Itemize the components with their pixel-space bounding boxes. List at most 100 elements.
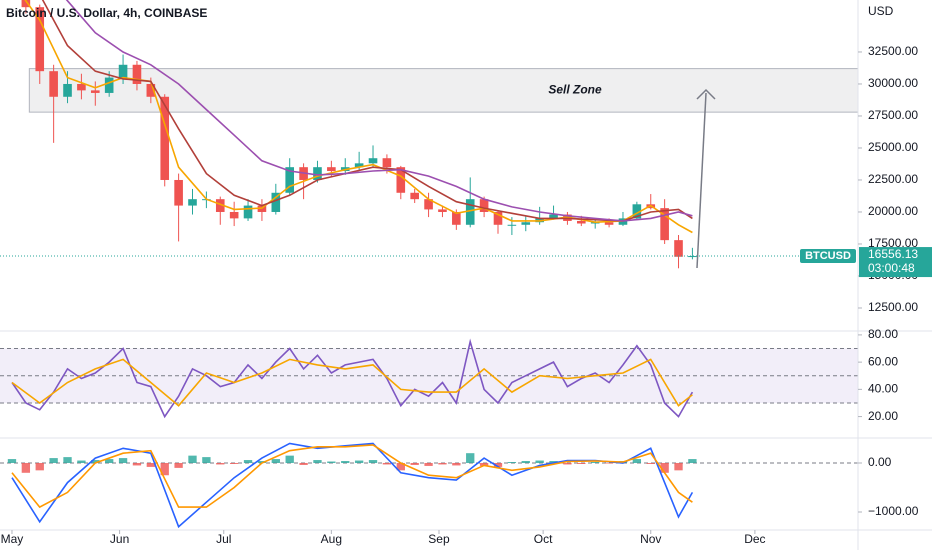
histogram-bar bbox=[521, 461, 530, 463]
candle-body bbox=[104, 77, 114, 93]
y-tick-label: 60.00 bbox=[868, 354, 898, 368]
candle-body bbox=[327, 167, 336, 172]
histogram-bar bbox=[479, 462, 489, 466]
histogram-bar bbox=[577, 462, 586, 464]
candle-body bbox=[132, 64, 142, 84]
candle-body bbox=[35, 7, 45, 72]
histogram-bar bbox=[77, 460, 86, 463]
candle-body bbox=[549, 214, 558, 219]
macd-pane bbox=[0, 442, 858, 529]
histogram-bar bbox=[493, 462, 503, 467]
x-tick-label: Nov bbox=[640, 532, 661, 546]
y-tick-label: 32500.00 bbox=[868, 44, 918, 58]
candle-body bbox=[174, 179, 183, 206]
histogram-bar bbox=[341, 461, 350, 463]
candle-body bbox=[674, 240, 683, 257]
y-tick-label: 22500.00 bbox=[868, 172, 918, 186]
candle-body bbox=[354, 163, 364, 168]
histogram-bar bbox=[438, 462, 447, 465]
histogram-bar bbox=[91, 460, 100, 463]
annotation: Sell Zone bbox=[548, 83, 602, 97]
candle-body bbox=[215, 199, 225, 212]
histogram-bar bbox=[688, 459, 697, 463]
y-tick-label: 27500.00 bbox=[868, 108, 918, 122]
histogram-bar bbox=[563, 462, 572, 465]
candle-body bbox=[632, 204, 642, 219]
histogram-bar bbox=[452, 462, 461, 466]
y-tick-label: 17500.00 bbox=[868, 236, 918, 250]
histogram-bar bbox=[216, 462, 225, 465]
candle-body bbox=[243, 205, 253, 219]
candle-body bbox=[285, 167, 295, 193]
candle-body bbox=[438, 209, 447, 212]
symbol-tag bbox=[800, 249, 856, 264]
candle-body bbox=[465, 199, 475, 225]
candle-body bbox=[396, 167, 406, 193]
x-tick-label: Jun bbox=[110, 532, 129, 546]
candle-body bbox=[521, 222, 531, 225]
histogram-bar bbox=[396, 462, 405, 471]
histogram-bar bbox=[202, 457, 211, 463]
line-series bbox=[65, 0, 693, 222]
line-series bbox=[41, 0, 693, 222]
histogram-bar bbox=[368, 460, 378, 463]
candle-body bbox=[410, 192, 419, 200]
histogram-bar bbox=[243, 460, 253, 463]
candle-body bbox=[479, 199, 489, 212]
histogram-bar bbox=[660, 462, 669, 473]
x-tick-label: Aug bbox=[321, 532, 342, 546]
x-tick-label: Sep bbox=[428, 532, 450, 546]
histogram-bar bbox=[591, 462, 600, 463]
histogram-bar bbox=[507, 462, 517, 463]
candle-body bbox=[604, 222, 614, 225]
y-axis-label: USD bbox=[868, 4, 894, 18]
histogram-bar bbox=[35, 462, 44, 471]
histogram-bar bbox=[354, 460, 364, 463]
histogram-bar bbox=[674, 462, 683, 471]
rsi-pane bbox=[0, 338, 858, 419]
price-label: 16556.13 bbox=[868, 247, 918, 261]
histogram-bar bbox=[382, 462, 392, 465]
y-tick-label: 40.00 bbox=[868, 382, 898, 396]
histogram-bar bbox=[535, 460, 544, 463]
y-tick-label: 20.00 bbox=[868, 409, 898, 423]
histogram-bar bbox=[327, 461, 336, 463]
candle-body bbox=[63, 83, 72, 97]
candle-body bbox=[77, 83, 86, 91]
candle-body bbox=[368, 158, 378, 164]
candle-body bbox=[146, 83, 156, 97]
price-pane: Sell Zone bbox=[0, 0, 858, 269]
histogram-bar bbox=[21, 462, 31, 473]
candle-body bbox=[49, 71, 58, 97]
histogram-bar bbox=[49, 458, 58, 463]
histogram-bar bbox=[118, 458, 128, 463]
histogram-bar bbox=[646, 462, 655, 464]
x-tick-label: May bbox=[1, 532, 24, 546]
candle-body bbox=[118, 64, 128, 78]
candle-body bbox=[188, 199, 197, 206]
histogram-bar bbox=[410, 462, 419, 465]
candle-body bbox=[688, 256, 697, 258]
histogram-bar bbox=[174, 462, 183, 468]
candle-body bbox=[382, 158, 392, 168]
histogram-bar bbox=[299, 462, 308, 465]
x-tick-label: Oct bbox=[534, 532, 553, 546]
histogram-bar bbox=[188, 455, 197, 463]
arrow bbox=[696, 92, 707, 269]
line-series bbox=[11, 338, 694, 419]
candle-body bbox=[229, 211, 239, 219]
countdown: 03:00:48 bbox=[868, 261, 915, 275]
histogram-bar bbox=[466, 453, 475, 463]
histogram-bar bbox=[313, 460, 322, 463]
histogram-bar bbox=[160, 462, 169, 476]
candle-body bbox=[577, 220, 586, 224]
y-tick-label: 20000.00 bbox=[868, 204, 918, 218]
histogram-bar bbox=[132, 462, 142, 466]
histogram-bar bbox=[63, 457, 72, 463]
arrow-head bbox=[696, 88, 716, 100]
chart-title: Bitcoin / U.S. Dollar, 4h, COINBASE bbox=[6, 6, 207, 20]
histogram-bar bbox=[229, 462, 239, 464]
